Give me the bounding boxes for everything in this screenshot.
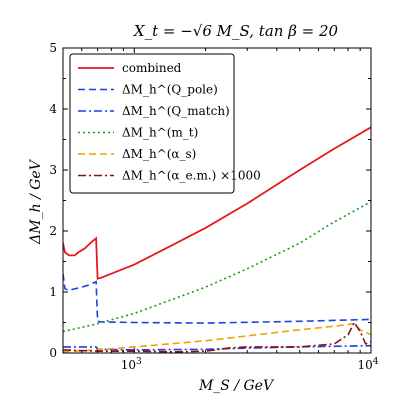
y-tick-label: 5 (49, 41, 57, 55)
x-tick-label: 104 (357, 357, 378, 372)
legend-label: ΔM_h^(Q_match) (122, 104, 230, 118)
y-tick-label: 2 (49, 224, 57, 238)
legend-label: ΔM_h^(Q_pole) (122, 83, 218, 97)
plot-area: 0 1 2 3 4 5 103 104 combined ΔM_h^(Q_pole) ΔM_h^(Q… (49, 41, 378, 372)
legend-label: ΔM_h^(α_s) (122, 147, 196, 161)
series-line-1 (63, 273, 371, 324)
series-line-4 (63, 322, 371, 353)
series-group (63, 126, 371, 353)
y-tick-label: 1 (49, 285, 57, 299)
y-axis-label: ΔM_h / GeV (28, 158, 44, 245)
series-line-5 (63, 320, 371, 353)
y-tick-label: 3 (49, 163, 57, 177)
y-tick-label: 0 (49, 346, 57, 360)
legend-label: combined (122, 61, 182, 75)
legend-label: ΔM_h^(α_e.m.) ×1000 (122, 169, 261, 183)
y-tick-label: 4 (49, 102, 57, 116)
chart-title: X_t = −√6 M_S, tan β = 20 (133, 22, 339, 40)
x-axis-label: M_S / GeV (198, 378, 275, 394)
legend-label: ΔM_h^(m_t) (122, 126, 198, 140)
series-line-3 (63, 200, 371, 333)
x-tick-label: 103 (121, 357, 142, 372)
series-line-2 (63, 344, 371, 351)
series-line-0 (63, 126, 371, 280)
